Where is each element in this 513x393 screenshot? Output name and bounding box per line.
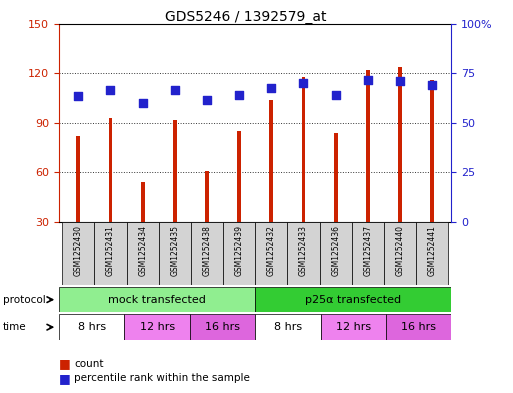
Text: 16 hrs: 16 hrs — [401, 322, 436, 332]
Bar — [255, 287, 451, 312]
Bar — [124, 314, 190, 340]
Text: count: count — [74, 358, 104, 369]
Bar — [333, 133, 338, 222]
Bar — [205, 171, 209, 222]
Bar — [255, 314, 321, 340]
Text: percentile rank within the sample: percentile rank within the sample — [74, 373, 250, 383]
Bar — [255, 222, 287, 285]
Point — [396, 78, 404, 84]
Text: 12 hrs: 12 hrs — [140, 322, 174, 332]
Bar — [190, 314, 255, 340]
Text: GSM1252434: GSM1252434 — [138, 225, 147, 276]
Bar — [269, 100, 273, 222]
Bar — [76, 136, 80, 222]
Bar — [59, 287, 255, 312]
Point — [331, 92, 340, 98]
Text: GSM1252432: GSM1252432 — [267, 225, 276, 276]
Bar — [302, 77, 305, 222]
Text: GSM1252438: GSM1252438 — [203, 225, 211, 276]
Point — [171, 86, 179, 93]
Bar — [62, 222, 94, 285]
Bar — [94, 222, 127, 285]
Bar — [141, 182, 145, 222]
Bar — [398, 66, 402, 222]
Text: 12 hrs: 12 hrs — [336, 322, 371, 332]
Text: GSM1252433: GSM1252433 — [299, 225, 308, 276]
Text: GSM1252431: GSM1252431 — [106, 225, 115, 276]
Point — [235, 92, 243, 98]
Point — [139, 100, 147, 106]
Text: p25α transfected: p25α transfected — [305, 295, 401, 305]
Text: GSM1252439: GSM1252439 — [234, 225, 244, 276]
Text: GSM1252441: GSM1252441 — [428, 225, 437, 276]
Bar — [109, 118, 112, 222]
Bar — [173, 119, 176, 222]
Text: 8 hrs: 8 hrs — [77, 322, 106, 332]
Bar — [127, 222, 159, 285]
Text: GSM1252436: GSM1252436 — [331, 225, 340, 276]
Bar — [430, 80, 434, 222]
Bar — [320, 222, 352, 285]
Bar — [321, 314, 386, 340]
Text: GSM1252440: GSM1252440 — [396, 225, 404, 276]
Point — [428, 82, 436, 88]
Point — [300, 80, 308, 86]
Point — [364, 77, 372, 83]
Text: 16 hrs: 16 hrs — [205, 322, 240, 332]
Bar — [287, 222, 320, 285]
Point — [267, 85, 275, 91]
Bar — [384, 222, 416, 285]
Text: time: time — [3, 322, 26, 332]
Bar — [159, 222, 191, 285]
Text: GSM1252435: GSM1252435 — [170, 225, 180, 276]
Bar — [416, 222, 448, 285]
Bar — [191, 222, 223, 285]
Point — [74, 93, 83, 99]
Bar — [223, 222, 255, 285]
Bar — [366, 70, 370, 222]
Point — [203, 97, 211, 103]
Text: GDS5246 / 1392579_at: GDS5246 / 1392579_at — [166, 10, 327, 24]
Bar — [352, 222, 384, 285]
Text: ■: ■ — [59, 357, 71, 370]
Text: GSM1252437: GSM1252437 — [363, 225, 372, 276]
Text: 8 hrs: 8 hrs — [274, 322, 302, 332]
Bar — [386, 314, 451, 340]
Text: GSM1252430: GSM1252430 — [74, 225, 83, 276]
Bar — [59, 314, 124, 340]
Text: ■: ■ — [59, 371, 71, 385]
Bar — [237, 131, 241, 222]
Text: mock transfected: mock transfected — [108, 295, 206, 305]
Point — [106, 86, 114, 93]
Text: protocol: protocol — [3, 295, 45, 305]
